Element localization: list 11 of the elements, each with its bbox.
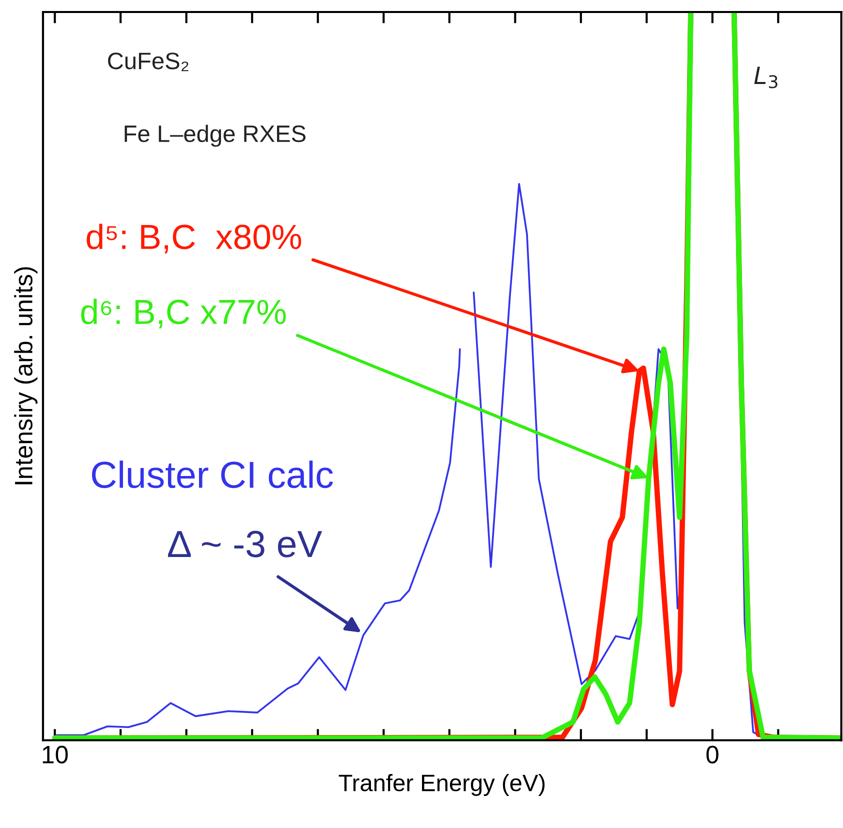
annotation: d⁵: B,C x80% [86,224,302,254]
x-tick-label: 0 [706,746,718,764]
annotation: Δ ~ -3 eV [168,530,322,558]
annotation: CuFeS₂ [108,52,188,72]
y-axis-title: Intensiry (arb. units) [14,267,38,484]
x-tick-label: 10 [42,746,68,764]
annotation: L$_{3}$ [754,66,778,88]
annotation: d⁶: B,C x77% [81,298,286,328]
x-axis-title: Tranfer Energy (eV) [338,774,545,796]
annotation: Fe L–edge RXES [124,124,306,147]
annotation: Cluster CI calc [92,460,333,488]
